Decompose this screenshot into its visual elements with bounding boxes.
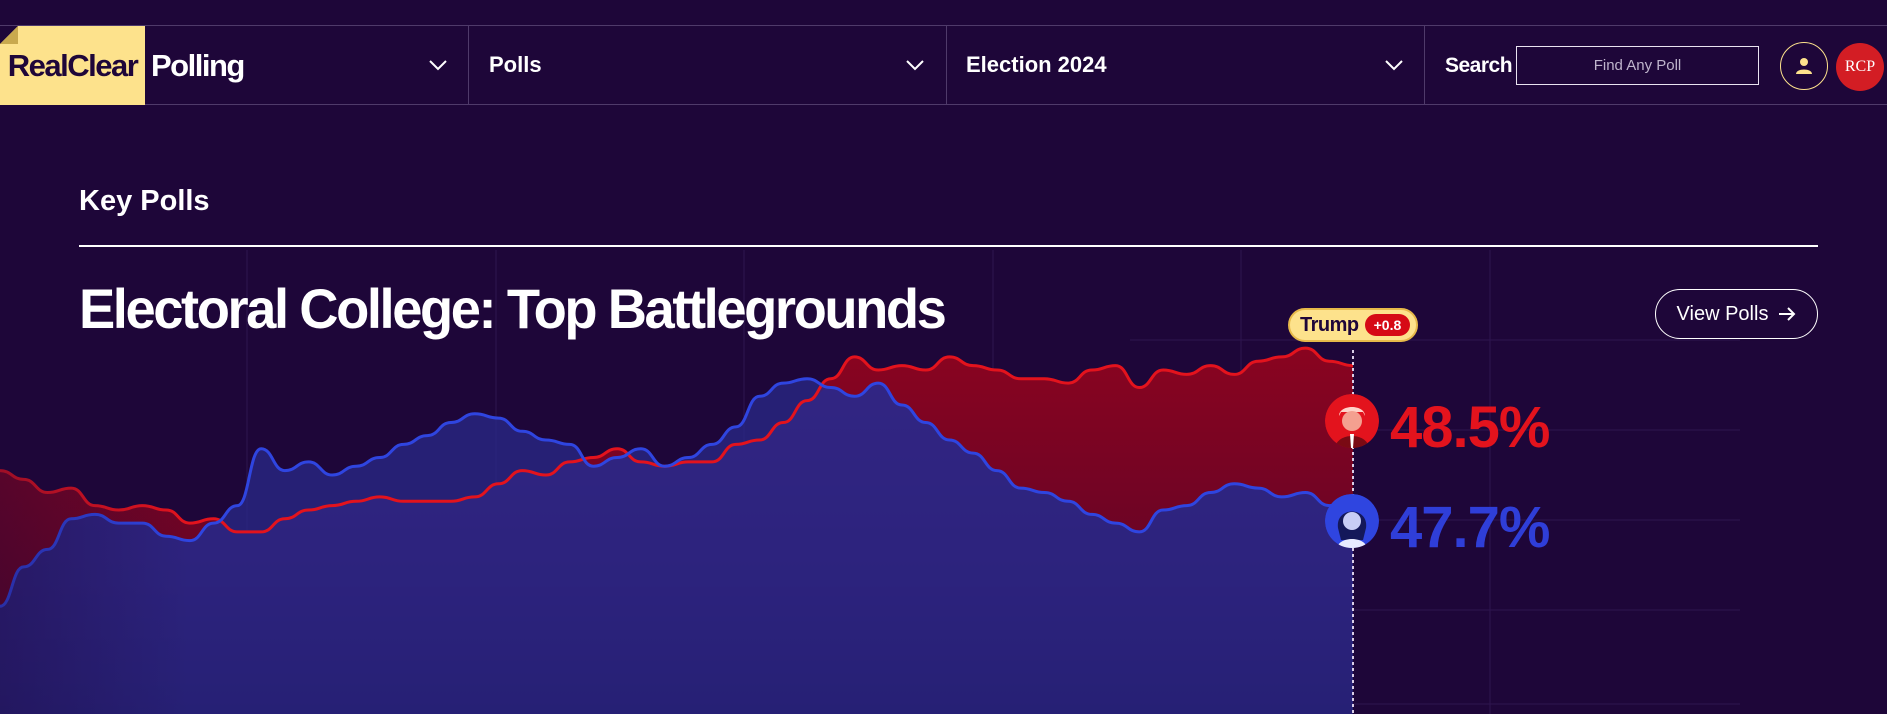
logo-text-polling: Polling <box>151 47 245 83</box>
chevron-down-icon[interactable] <box>1383 54 1405 76</box>
rcp-badge-text: RCP <box>1844 58 1876 75</box>
trump-percentage: 48.5% <box>1390 395 1550 460</box>
section-title: Key Polls <box>79 185 210 217</box>
search-label: Search <box>1445 54 1513 77</box>
account-button[interactable] <box>1780 42 1828 90</box>
view-polls-label: View Polls <box>1676 302 1769 325</box>
top-navigation: RealClear Polling Polls Election 2024 Se… <box>0 25 1887 105</box>
chevron-down-icon[interactable] <box>904 54 926 76</box>
nav-separator <box>468 26 469 105</box>
chevron-down-icon[interactable] <box>427 54 449 76</box>
site-logo[interactable]: RealClear Polling <box>0 26 245 105</box>
logo-mark: RealClear <box>0 26 145 105</box>
arrow-right-icon <box>1779 307 1796 321</box>
trump-avatar <box>1325 394 1379 448</box>
nav-separator <box>1424 26 1425 105</box>
view-polls-button[interactable]: View Polls <box>1655 289 1818 339</box>
rcp-badge[interactable]: RCP <box>1836 43 1884 91</box>
trump-portrait-icon <box>1325 394 1379 448</box>
harris-avatar <box>1325 494 1379 548</box>
nav-item-election-2024[interactable]: Election 2024 <box>966 52 1107 77</box>
nav-item-polls[interactable]: Polls <box>489 52 542 77</box>
leader-name: Trump <box>1300 313 1359 336</box>
chart-title: Electoral College: Top Battlegrounds <box>79 277 947 340</box>
harris-percentage: 47.7% <box>1390 495 1550 560</box>
section-divider <box>79 245 1818 247</box>
logo-text-realclear: RealClear <box>7 47 139 83</box>
leader-margin: +0.8 <box>1364 314 1411 336</box>
nav-separator <box>946 26 947 105</box>
user-icon <box>1796 58 1812 74</box>
leader-badge: Trump +0.8 <box>1288 308 1419 342</box>
harris-portrait-icon <box>1325 494 1379 548</box>
search-input[interactable] <box>1516 46 1759 85</box>
